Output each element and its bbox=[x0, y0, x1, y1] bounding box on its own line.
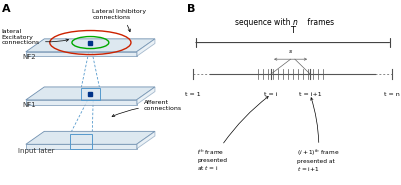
Text: T: T bbox=[290, 26, 295, 35]
Text: Lateral Inhibitory
connections: Lateral Inhibitory connections bbox=[92, 9, 146, 32]
Text: A: A bbox=[2, 4, 10, 14]
Text: t = i: t = i bbox=[264, 92, 278, 97]
Text: $(i+1)^{th}$ frame
presented at
$t$ = i+1: $(i+1)^{th}$ frame presented at $t$ = i+… bbox=[297, 98, 340, 173]
Polygon shape bbox=[26, 39, 155, 52]
Text: lateral
Excitatory
connections: lateral Excitatory connections bbox=[2, 29, 69, 45]
Text: NF2: NF2 bbox=[22, 54, 36, 60]
Text: frames: frames bbox=[305, 18, 334, 27]
Polygon shape bbox=[26, 52, 136, 56]
Text: t = 1: t = 1 bbox=[185, 92, 201, 97]
Text: s: s bbox=[289, 49, 292, 54]
Polygon shape bbox=[136, 131, 155, 149]
Text: B: B bbox=[186, 4, 195, 14]
Polygon shape bbox=[136, 39, 155, 56]
Polygon shape bbox=[26, 144, 136, 149]
Polygon shape bbox=[26, 131, 155, 144]
Text: t = n: t = n bbox=[385, 92, 400, 97]
Polygon shape bbox=[26, 87, 155, 100]
Polygon shape bbox=[136, 87, 155, 105]
Text: Afferent
connections: Afferent connections bbox=[112, 100, 182, 117]
Text: i$^{th}$ frame
presented
at $t$ = i: i$^{th}$ frame presented at $t$ = i bbox=[197, 97, 268, 172]
Text: sequence with: sequence with bbox=[235, 18, 293, 27]
Text: Input later: Input later bbox=[18, 148, 55, 154]
Text: n: n bbox=[293, 18, 298, 27]
Text: NF1: NF1 bbox=[22, 102, 36, 108]
Polygon shape bbox=[26, 100, 136, 105]
Text: t = i+1: t = i+1 bbox=[299, 92, 321, 97]
